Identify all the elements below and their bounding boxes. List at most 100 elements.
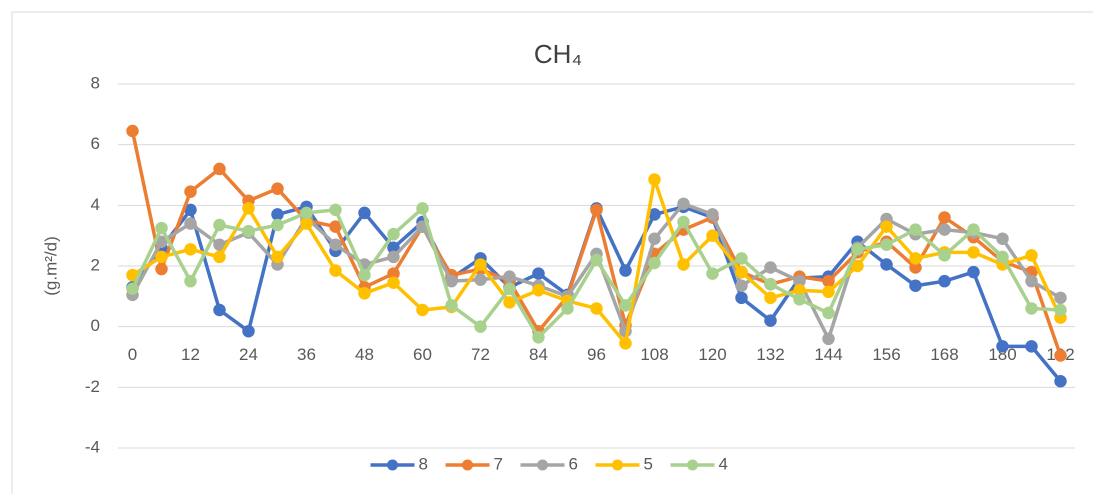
point [329, 220, 342, 233]
point [271, 182, 284, 195]
point [967, 265, 980, 279]
point [590, 203, 603, 217]
point [213, 303, 226, 317]
point [764, 261, 777, 274]
point [967, 223, 980, 236]
point [300, 206, 313, 220]
point [445, 299, 458, 312]
x-tick-label: 96 [587, 345, 606, 364]
point [735, 291, 748, 305]
point [184, 243, 197, 256]
point [851, 259, 864, 273]
point [213, 250, 226, 264]
legend-label: 8 [419, 454, 428, 473]
point [909, 279, 922, 292]
point [1025, 302, 1038, 315]
point [996, 250, 1009, 264]
point [677, 258, 690, 271]
point [967, 246, 980, 259]
point [271, 250, 284, 264]
x-tick-label: 168 [930, 345, 958, 364]
y-tick-label: -4 [85, 437, 100, 456]
legend-marker [687, 459, 698, 471]
x-tick-label: 72 [471, 345, 490, 364]
point [561, 302, 574, 315]
point [938, 211, 951, 224]
y-tick-label: 6 [91, 134, 100, 153]
point [445, 274, 458, 288]
point [706, 208, 719, 221]
point [387, 276, 400, 289]
point [300, 217, 313, 230]
point [242, 224, 255, 238]
x-tick-label: 156 [872, 345, 900, 364]
legend-label: 4 [719, 454, 728, 473]
point [938, 223, 951, 236]
point [619, 264, 632, 277]
point [474, 258, 487, 271]
point [126, 282, 139, 295]
point [735, 265, 748, 279]
point [416, 202, 429, 215]
point [329, 264, 342, 277]
point [358, 287, 371, 300]
legend-label: 5 [644, 454, 653, 473]
y-axis-label: (g.m²/d) [41, 236, 60, 296]
point [1054, 303, 1067, 317]
legend-label: 6 [569, 454, 578, 473]
point [329, 203, 342, 217]
point [938, 249, 951, 262]
point [909, 252, 922, 265]
point [764, 314, 777, 327]
point [532, 284, 545, 297]
point [358, 268, 371, 282]
point [271, 218, 284, 232]
x-tick-label: 0 [128, 345, 137, 364]
point [822, 306, 835, 320]
point [126, 124, 139, 138]
point [416, 303, 429, 317]
point [1025, 340, 1038, 353]
point [532, 267, 545, 280]
point [474, 273, 487, 286]
point [880, 238, 893, 252]
point [764, 291, 777, 305]
point [1054, 349, 1067, 362]
point [648, 256, 661, 270]
point [619, 299, 632, 312]
point [503, 270, 516, 283]
point [184, 185, 197, 198]
legend-marker [537, 459, 548, 471]
point [532, 331, 545, 344]
point [706, 267, 719, 280]
point [648, 173, 661, 186]
point [1054, 291, 1067, 305]
point [387, 250, 400, 264]
x-tick-label: 48 [355, 345, 374, 364]
point [213, 218, 226, 232]
point [938, 274, 951, 288]
x-tick-label: 36 [297, 345, 316, 364]
y-tick-label: 8 [91, 73, 100, 92]
point [242, 324, 255, 338]
x-tick-label: 144 [814, 345, 842, 364]
point [1025, 249, 1038, 262]
point [503, 282, 516, 295]
point [706, 229, 719, 242]
point [503, 296, 516, 309]
x-tick-label: 180 [988, 345, 1016, 364]
x-tick-label: 12 [181, 345, 200, 364]
x-tick-label: 60 [413, 345, 432, 364]
point [677, 215, 690, 229]
x-tick-label: 24 [239, 345, 258, 364]
point [271, 208, 284, 221]
point [880, 258, 893, 271]
y-tick-label: 0 [91, 316, 100, 335]
point [213, 162, 226, 176]
x-tick-label: 108 [640, 345, 668, 364]
legend-marker [462, 459, 473, 471]
point [590, 253, 603, 267]
point [677, 197, 690, 211]
point [793, 293, 806, 306]
